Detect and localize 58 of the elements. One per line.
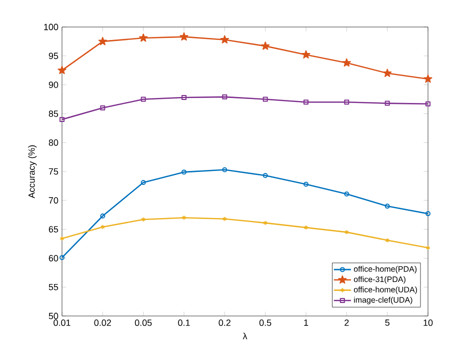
point (344, 100, 350, 105)
point (182, 95, 186, 100)
y-tick-label: 75 (48, 168, 58, 175)
point (303, 182, 308, 187)
point (303, 100, 308, 105)
point (140, 180, 146, 185)
y-axis-title: Accuracy (%) (28, 145, 37, 198)
x-tick-label: 1 (304, 320, 308, 326)
y-tick-label: 95 (48, 52, 58, 60)
point (263, 220, 268, 226)
point (344, 192, 350, 197)
point (344, 230, 349, 235)
legend-label: image-clef(UDA) (354, 296, 412, 304)
x-tick-label: 0.5 (259, 320, 272, 326)
point (98, 36, 107, 46)
point (383, 68, 392, 77)
y-tick-label: 50 (48, 312, 58, 320)
point (58, 66, 66, 74)
x-axis-title: λ (242, 332, 248, 340)
x-tick-label: 10 (424, 320, 433, 326)
x-tick-label: 0.02 (94, 320, 111, 326)
y-tick-label: 100 (44, 24, 58, 30)
y-tick-label: 65 (48, 226, 58, 232)
point (100, 213, 106, 218)
y-tick-label: 60 (48, 255, 58, 262)
point (222, 94, 228, 100)
point (302, 50, 310, 58)
legend-label: office-home(UDA) (354, 286, 417, 294)
x-tick-label: 0.1 (178, 320, 190, 326)
point (182, 170, 186, 175)
point (222, 216, 227, 222)
point (384, 204, 390, 209)
x-tick-label: 5 (385, 320, 390, 326)
y-tick-label: 55 (48, 284, 58, 290)
point (180, 32, 188, 41)
point (384, 100, 390, 106)
x-tick-label: 0.2 (218, 320, 230, 326)
point (385, 238, 390, 243)
y-tick-label: 90 (48, 82, 58, 88)
legend-label: office-home(PDA) (354, 266, 417, 274)
point (262, 96, 268, 102)
legend-label: office-31(PDA) (354, 276, 406, 284)
x-tick-label: 2 (344, 320, 349, 326)
point (100, 105, 106, 110)
point (182, 215, 186, 220)
point (262, 173, 268, 178)
point (261, 42, 270, 50)
y-tick-label: 80 (48, 139, 58, 146)
y-tick-label: 85 (48, 110, 58, 117)
x-tick-label: 0.05 (134, 320, 152, 326)
point (424, 74, 432, 83)
y-tick-label: 70 (48, 197, 58, 204)
point (140, 96, 146, 102)
point (222, 167, 228, 172)
point (342, 58, 351, 67)
point (139, 33, 148, 42)
x-tick-label: 0.01 (54, 320, 70, 326)
point (220, 35, 229, 44)
